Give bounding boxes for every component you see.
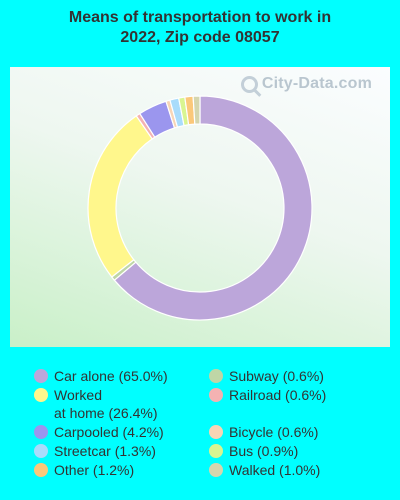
legend-label: Carpooled (4.2%) <box>54 424 164 440</box>
legend-item-railroad: Railroad (0.6%) <box>209 386 326 404</box>
legend-item-subway: Subway (0.6%) <box>209 367 324 385</box>
slice-car-alone <box>113 95 313 321</box>
chart-title: Means of transportation to work in 2022,… <box>0 8 400 48</box>
legend-label: Railroad (0.6%) <box>229 387 327 403</box>
slice-walked <box>192 95 201 125</box>
legend-item-carpooled: Carpooled (4.2%) <box>34 423 164 441</box>
watermark-text: City-Data.com <box>261 75 372 92</box>
magnifier-icon <box>240 75 258 93</box>
legend-item-streetcar: Streetcar (1.3%) <box>34 442 156 460</box>
legend-label: Subway (0.6%) <box>229 368 324 384</box>
legend-swatch <box>209 444 223 458</box>
chart-title-line-2: 2022, Zip code 08057 <box>120 29 280 46</box>
legend-item-other: Other (1.2%) <box>34 461 134 479</box>
legend-swatch <box>34 444 48 458</box>
legend-label: Worked at home (26.4%) <box>54 386 158 422</box>
legend-swatch <box>34 463 48 477</box>
slice-worked-at-home <box>87 115 154 278</box>
legend-item-walked: Walked (1.0%) <box>209 461 320 479</box>
chart-title-line-1: Means of transportation to work in <box>68 9 332 26</box>
legend-label: Bus (0.9%) <box>229 443 299 459</box>
legend-item-worked-at-home: Worked at home (26.4%) <box>34 386 158 422</box>
legend-swatch <box>209 425 223 439</box>
legend-item-car-alone: Car alone (65.0%) <box>34 367 168 385</box>
donut-chart <box>87 95 313 321</box>
legend-swatch <box>209 369 223 383</box>
legend-label: Bicycle (0.6%) <box>229 424 319 440</box>
legend-swatch <box>34 425 48 439</box>
legend-label: Car alone (65.0%) <box>54 368 168 384</box>
legend-label: Streetcar (1.3%) <box>54 443 156 459</box>
legend-label-line: at home (26.4%) <box>54 405 158 421</box>
watermark: City-Data.com <box>240 75 372 93</box>
legend-label-line: Worked <box>54 387 102 403</box>
plot-area: City-Data.com <box>10 67 390 347</box>
legend-swatch <box>34 369 48 383</box>
legend-label: Other (1.2%) <box>54 462 135 478</box>
legend-item-bus: Bus (0.9%) <box>209 442 298 460</box>
legend-swatch <box>34 388 48 402</box>
legend-swatch <box>209 388 223 402</box>
legend-label: Walked (1.0%) <box>229 462 321 478</box>
legend-item-bicycle: Bicycle (0.6%) <box>209 423 318 441</box>
legend-swatch <box>209 463 223 477</box>
